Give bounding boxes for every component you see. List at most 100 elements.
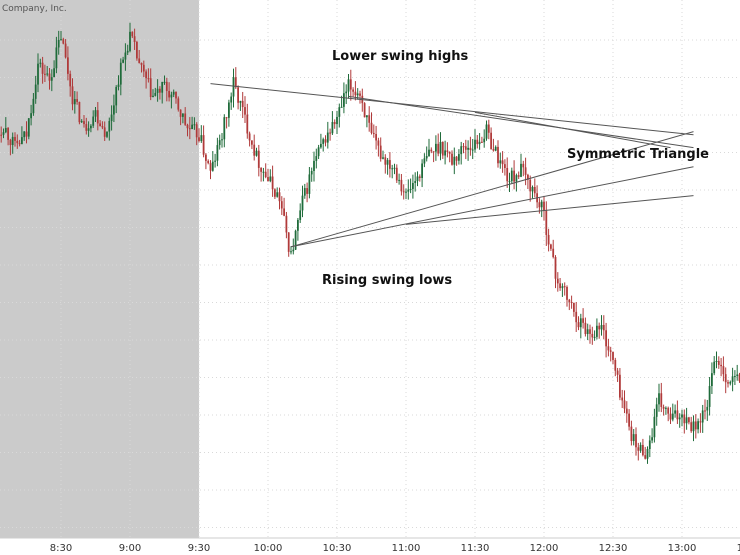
candle-body (421, 163, 423, 178)
candle-body (734, 376, 736, 378)
candle-body (395, 167, 398, 181)
candle-body (729, 381, 732, 384)
candle (2, 128, 5, 139)
candle (499, 152, 502, 169)
candle-body (207, 160, 210, 164)
candle-body (18, 143, 21, 145)
candle-body (393, 167, 396, 169)
candle (513, 160, 515, 190)
candle (734, 370, 736, 386)
candle (211, 151, 214, 172)
candle-body (462, 146, 465, 148)
candle-body (345, 91, 348, 94)
candle-body (110, 114, 113, 122)
candle-body (635, 434, 637, 448)
candle (621, 389, 624, 409)
candle-body (487, 124, 490, 133)
candle (398, 173, 400, 185)
candle-body (727, 382, 729, 384)
candle (283, 197, 285, 217)
premarket-shade (0, 0, 199, 538)
candle (510, 167, 513, 184)
candle (345, 84, 348, 105)
candle-body (195, 124, 198, 138)
candle (71, 78, 74, 111)
candle-body (44, 73, 46, 75)
candle (11, 132, 14, 154)
candle-body (347, 79, 350, 92)
candle-body (717, 360, 720, 365)
candle-body (448, 152, 451, 154)
candle-body (694, 421, 697, 430)
candle-body (142, 64, 145, 72)
candle (736, 364, 739, 381)
candle (591, 326, 594, 345)
candle-body (310, 170, 313, 175)
candle-body (154, 92, 157, 96)
candle (531, 185, 534, 199)
candle (527, 173, 529, 190)
candle-body (699, 421, 702, 423)
candle (731, 367, 734, 392)
candle (117, 75, 120, 91)
candle (198, 128, 200, 143)
candle (708, 376, 711, 416)
candle (209, 160, 212, 180)
candle (630, 420, 633, 446)
candle-body (398, 179, 400, 181)
candle-body (126, 50, 129, 53)
candle-body (37, 63, 39, 85)
candle-body (241, 100, 244, 108)
candle-body (676, 410, 679, 420)
candle-body (593, 336, 596, 338)
candle (469, 136, 472, 156)
candle-body (402, 191, 405, 193)
candle (122, 56, 124, 64)
candle-body (492, 148, 495, 151)
candle (648, 435, 651, 458)
candle-body (538, 202, 541, 208)
candle (172, 89, 175, 98)
candle (331, 111, 334, 136)
candle-body (83, 121, 85, 125)
x-tick-label: 8:30 (50, 543, 72, 554)
candle (432, 151, 435, 163)
candle (646, 446, 649, 464)
candle-body (722, 366, 725, 375)
candle (529, 175, 532, 202)
candle-body (356, 93, 359, 96)
candle (720, 357, 722, 377)
candle-body (586, 329, 589, 335)
candle-body (377, 140, 380, 146)
candle (251, 140, 253, 150)
candle-body (230, 96, 233, 103)
candle (315, 148, 318, 169)
candle-body (27, 118, 30, 137)
candle-body (119, 62, 122, 85)
candle (441, 141, 444, 159)
candle-body (579, 318, 582, 328)
candle-body (614, 359, 617, 371)
candle (506, 157, 509, 188)
candle-body (267, 177, 269, 182)
candle (487, 119, 490, 140)
candle-body (425, 156, 428, 159)
candle (64, 39, 67, 59)
candle-body (352, 89, 354, 92)
candle (218, 134, 221, 150)
candle (264, 163, 267, 179)
candle (285, 211, 288, 239)
candle-body (73, 99, 76, 105)
x-tick-label: 13:00 (668, 543, 697, 554)
candle-body (400, 179, 403, 192)
candle (655, 397, 658, 426)
candle-body (255, 150, 258, 156)
candle (140, 62, 143, 73)
candle-body (349, 79, 352, 90)
candle (186, 123, 189, 137)
candle (713, 356, 716, 376)
candle-body (423, 158, 426, 164)
candle-body (253, 144, 256, 156)
candle-body (660, 393, 663, 407)
